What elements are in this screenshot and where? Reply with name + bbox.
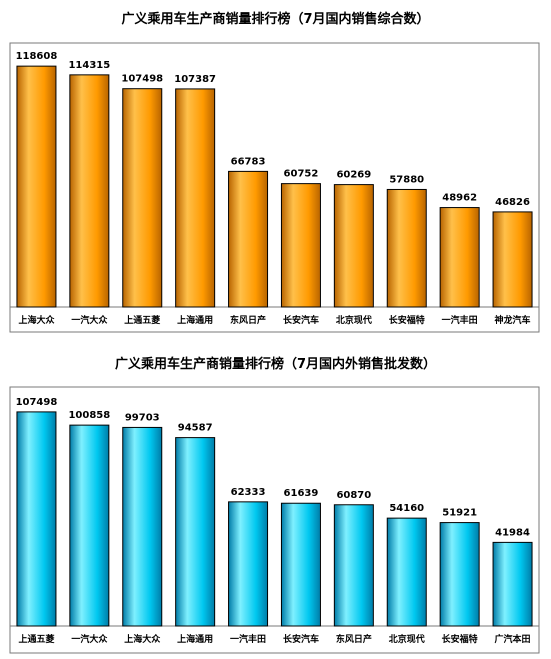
bar (386, 188, 427, 308)
category-tick-label: 上通五菱 (124, 314, 160, 326)
bar (439, 522, 480, 627)
category-tick-label: 东风日产 (230, 314, 266, 326)
data-label: 46826 (495, 197, 530, 208)
bar (16, 65, 57, 308)
bar (175, 437, 216, 627)
category-tick-label: 上海通用 (177, 633, 213, 645)
category-tick-label: 长安福特 (442, 633, 478, 645)
chart-1-title: 广义乘用车生产商销量排行榜（7月国内销售综合数） (121, 12, 430, 27)
bar (386, 517, 427, 627)
category-tick-label: 一汽丰田 (230, 633, 266, 645)
category-axis-band (9, 306, 540, 333)
chart-2-title: 广义乘用车生产商销量排行榜（7月国内外销售批发数） (114, 357, 437, 372)
bar (175, 88, 216, 308)
data-label: 114315 (68, 60, 110, 71)
category-tick-label: 神龙汽车 (495, 314, 531, 326)
bar (16, 411, 57, 627)
bar (228, 170, 269, 308)
data-label: 107498 (121, 74, 163, 85)
category-tick-label: 上海大众 (18, 314, 55, 326)
data-label: 48962 (442, 193, 477, 204)
category-tick-label: 长安汽车 (283, 314, 319, 326)
data-label: 62333 (231, 487, 266, 498)
data-label: 54160 (389, 503, 424, 514)
bar (122, 426, 163, 627)
data-label: 51921 (442, 508, 477, 519)
data-label: 99703 (125, 412, 160, 423)
category-axis-band (9, 625, 540, 654)
data-label: 60269 (336, 170, 371, 181)
category-tick-label: 北京现代 (336, 314, 372, 326)
bar (228, 501, 269, 627)
category-tick-label: 广汽本田 (495, 633, 531, 645)
category-tick-label: 一汽大众 (71, 314, 108, 326)
data-label: 107498 (16, 397, 58, 408)
data-label: 60870 (336, 490, 371, 501)
data-label: 60752 (284, 169, 319, 180)
bar (492, 211, 533, 308)
bar (280, 502, 321, 627)
bar (439, 207, 480, 308)
data-label: 57880 (389, 174, 424, 185)
chart-1: 118608 上海大众 114315 一汽大众 107498 上通五菱 107387 上海通用… (9, 42, 540, 333)
category-tick-label: 长安汽车 (283, 633, 319, 645)
data-label: 100858 (68, 410, 110, 421)
data-label: 61639 (284, 488, 319, 499)
bar (122, 88, 163, 308)
category-tick-label: 上海通用 (177, 314, 213, 326)
category-tick-label: 东风日产 (336, 633, 372, 645)
bar (280, 183, 321, 308)
data-label: 66783 (231, 156, 266, 167)
data-label: 94587 (178, 423, 213, 434)
data-label: 118608 (16, 51, 58, 62)
category-tick-label: 北京现代 (389, 633, 425, 645)
category-tick-label: 一汽丰田 (442, 314, 478, 326)
bar (333, 504, 374, 627)
bar (69, 74, 110, 308)
category-tick-label: 上海大众 (124, 633, 161, 645)
data-label: 41984 (495, 527, 530, 538)
category-tick-label: 上通五菱 (18, 633, 54, 645)
bar (492, 541, 533, 627)
data-label: 107387 (174, 74, 216, 85)
category-tick-label: 长安福特 (389, 314, 425, 326)
bar (69, 424, 110, 627)
category-tick-label: 一汽大众 (71, 633, 108, 645)
bar (333, 184, 374, 308)
